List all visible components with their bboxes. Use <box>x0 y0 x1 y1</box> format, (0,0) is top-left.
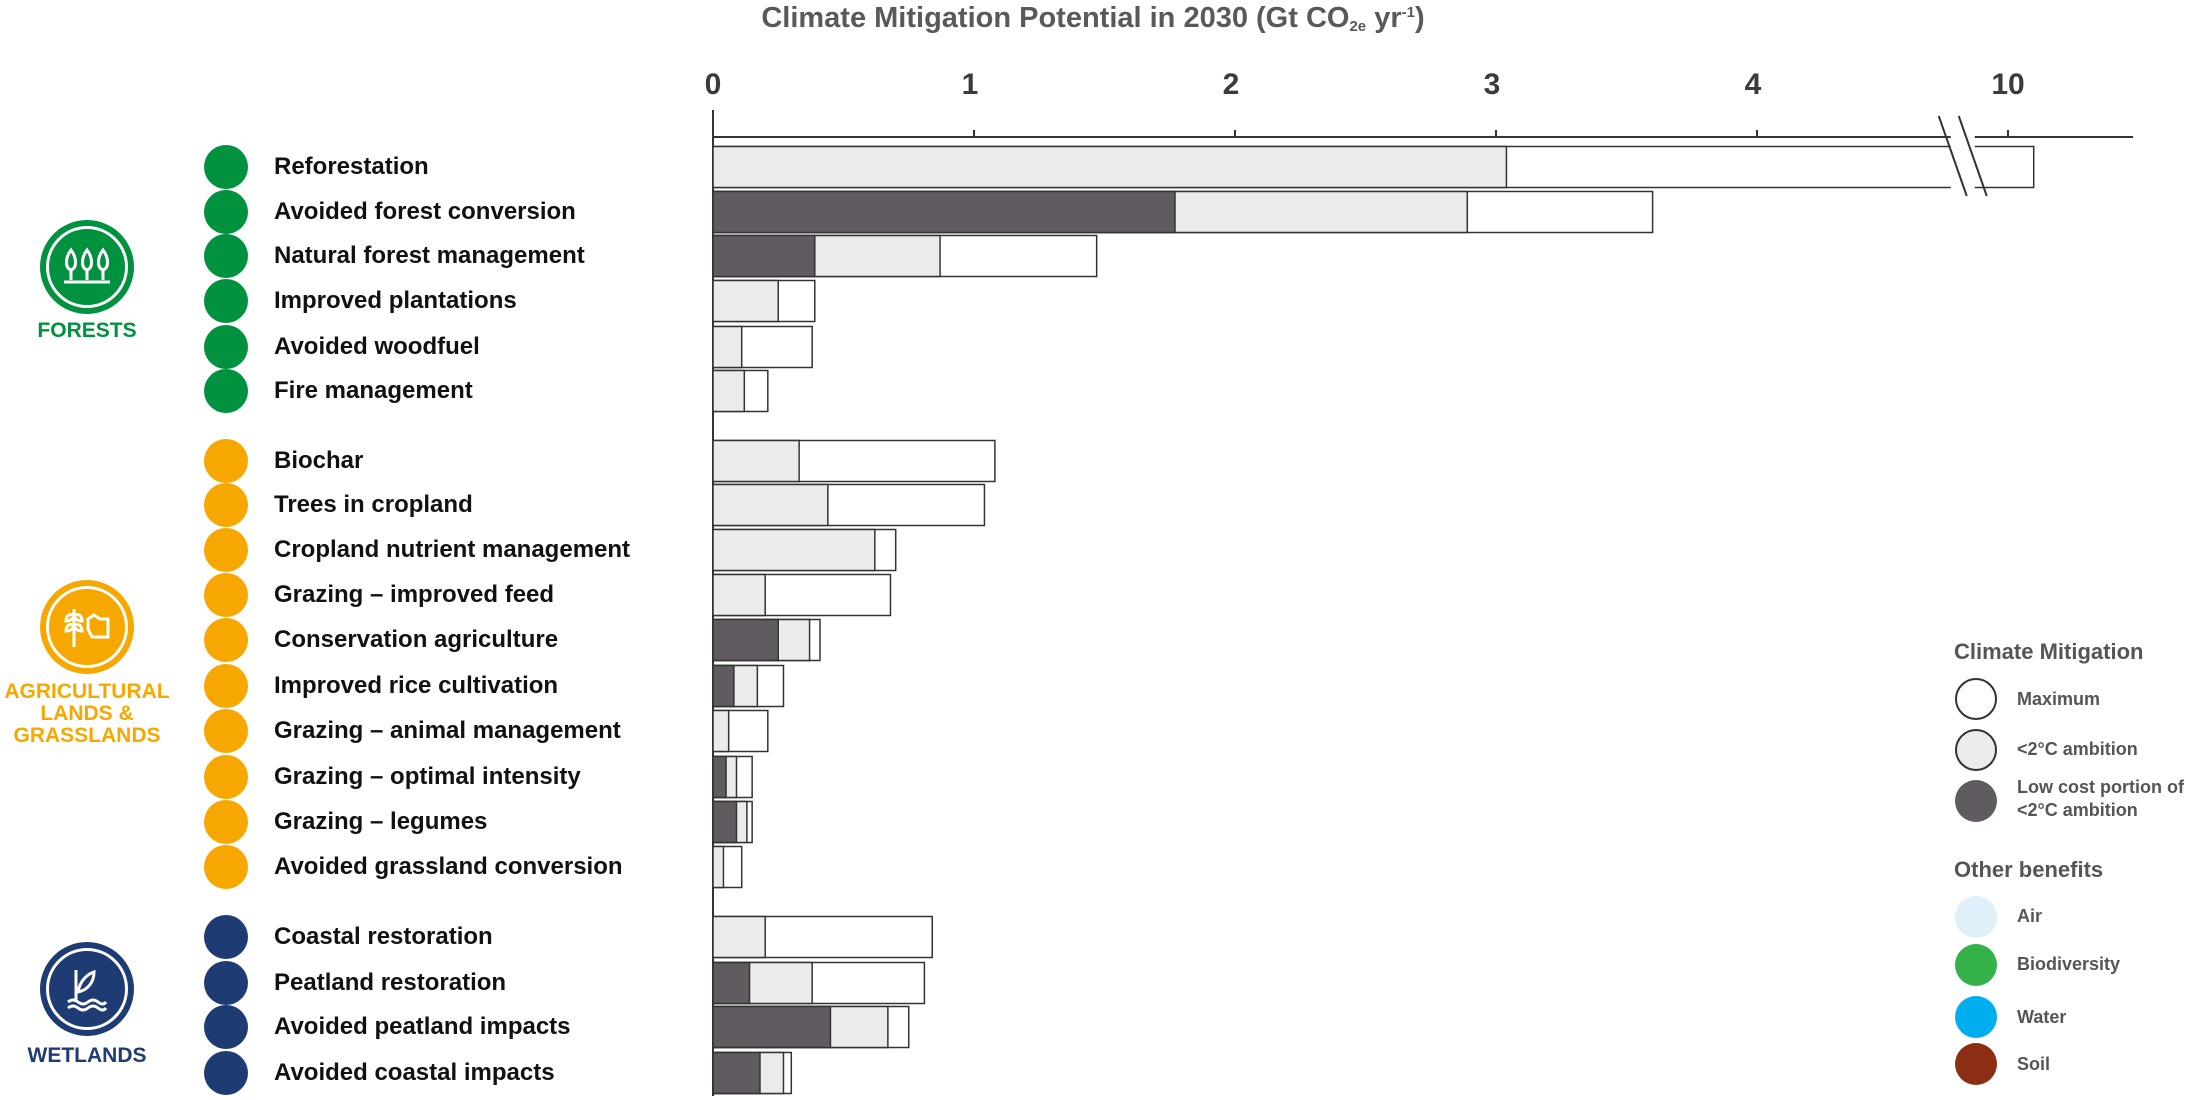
tree-icon <box>64 247 110 284</box>
group-label-forests: FORESTS <box>37 319 137 342</box>
bar-ambition <box>712 573 766 617</box>
category-label: Coastal restoration <box>274 923 493 950</box>
x-tick-label: 1 <box>961 68 979 101</box>
bar-ambition <box>712 325 743 369</box>
category-label: Cropland nutrient management <box>274 536 631 563</box>
legend-swatch-soil <box>1955 1043 1997 1085</box>
category-label: Avoided peatland impacts <box>274 1013 571 1040</box>
category-label: Avoided grassland conversion <box>274 853 623 880</box>
bar-ambition <box>712 279 779 323</box>
category-label: Conservation agriculture <box>274 626 559 653</box>
group-dot <box>204 1051 248 1095</box>
legend-label-low-cost: Low cost portion of <2°C ambition <box>2017 777 2184 820</box>
bar-ambition <box>712 845 725 889</box>
chart-title: Climate Mitigation Potential in 2030 (Gt… <box>761 2 1425 35</box>
water-plant-icon <box>67 969 108 1012</box>
legend-title-benefits: Other benefits <box>1954 857 2104 882</box>
x-tick-label: 4 <box>1744 68 1762 101</box>
bar-low-cost <box>712 190 1176 234</box>
group-dot <box>204 800 248 844</box>
category-label: Reforestation <box>274 153 429 180</box>
agricultural-group-badge <box>40 580 134 674</box>
bar-ambition <box>712 915 766 959</box>
group-dot <box>204 234 248 278</box>
bar-ambition <box>712 709 730 753</box>
bar-ambition <box>712 439 800 483</box>
category-label: Peatland restoration <box>274 969 507 996</box>
group-label-agricultural: AGRICULTURAL LANDS & GRASSLANDS <box>4 680 170 747</box>
group-dot <box>204 573 248 617</box>
group-dot <box>204 845 248 889</box>
bar-ambition <box>712 145 1508 189</box>
group-dot <box>204 325 248 369</box>
bar-ambition <box>712 483 829 527</box>
legend-label-ambition: <2°C ambition <box>2017 739 2138 759</box>
bar-low-cost <box>712 755 727 799</box>
group-dot <box>204 279 248 323</box>
category-label: Improved rice cultivation <box>274 672 559 699</box>
category-label: Natural forest management <box>274 242 585 269</box>
bar-low-cost <box>712 800 738 844</box>
group-dot <box>204 961 248 1005</box>
group-dot <box>204 618 248 662</box>
legend-label-maximum: Maximum <box>2017 689 2101 709</box>
category-label: Avoided forest conversion <box>274 198 576 225</box>
bar-low-cost <box>712 664 735 708</box>
legend-swatch-ambition <box>1955 729 1997 771</box>
legend-label-air: Air <box>2017 906 2043 926</box>
group-dot <box>204 483 248 527</box>
x-tick-label: 3 <box>1483 68 1501 101</box>
group-dot <box>204 369 248 413</box>
bar-ambition <box>712 528 876 572</box>
category-label: Grazing – optimal intensity <box>274 763 581 790</box>
group-dot <box>204 755 248 799</box>
bar-low-cost <box>712 1005 832 1049</box>
wheat-cow-icon <box>64 609 110 647</box>
category-label: Grazing – legumes <box>274 808 488 835</box>
legend-swatch-biodiversity <box>1955 944 1997 986</box>
axis-break-mark <box>1957 115 1988 197</box>
bar-low-cost <box>712 618 779 662</box>
legend-swatch-air <box>1955 896 1997 938</box>
group-dot <box>204 709 248 753</box>
legend-swatch-water <box>1955 996 1997 1038</box>
legend-label-water: Water <box>2017 1007 2067 1027</box>
x-tick-label: 0 <box>704 68 722 101</box>
category-label: Improved plantations <box>274 287 517 314</box>
legend-title-mitigation: Climate Mitigation <box>1954 639 2144 664</box>
forests-group-badge <box>40 220 134 314</box>
group-dot <box>204 915 248 959</box>
category-label: Avoided woodfuel <box>274 333 480 360</box>
bar-low-cost <box>712 1051 761 1095</box>
x-tick-label: 10 <box>1991 68 2025 101</box>
legend-label-biodiversity: Biodiversity <box>2017 954 2121 974</box>
group-label-wetlands: WETLANDS <box>27 1044 147 1067</box>
x-tick-label: 2 <box>1222 68 1240 101</box>
category-label: Biochar <box>274 447 364 474</box>
bar-ambition <box>712 369 746 413</box>
bar-low-cost <box>712 234 816 278</box>
category-label: Fire management <box>274 377 473 404</box>
legend-swatch-maximum <box>1955 678 1997 720</box>
legend-swatch-low-cost <box>1955 780 1997 822</box>
group-dot <box>204 1005 248 1049</box>
wetlands-group-badge <box>40 942 134 1036</box>
category-label: Trees in cropland <box>274 491 473 518</box>
group-dot <box>204 439 248 483</box>
bar-low-cost <box>712 961 751 1005</box>
category-label: Avoided coastal impacts <box>274 1059 555 1086</box>
group-dot <box>204 664 248 708</box>
group-dot <box>204 528 248 572</box>
group-dot <box>204 190 248 234</box>
axis-break-mark <box>1937 115 1968 197</box>
category-label: Grazing – animal management <box>274 717 621 744</box>
group-dot <box>204 145 248 189</box>
legend-label-soil: Soil <box>2017 1054 2051 1074</box>
category-label: Grazing – improved feed <box>274 581 555 608</box>
